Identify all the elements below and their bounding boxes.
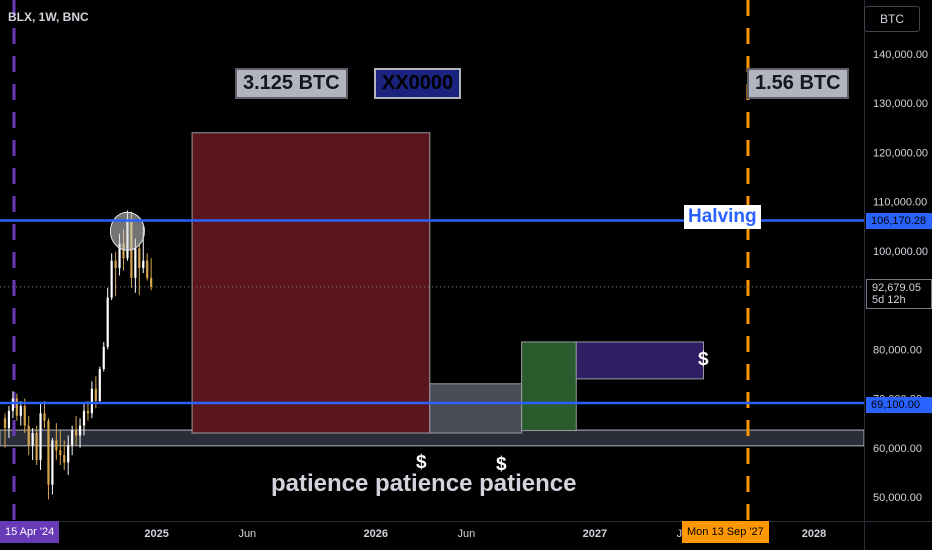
candle-body (19, 405, 22, 416)
x-tick-label: 2027 (583, 528, 607, 540)
zone-red-box (191, 132, 431, 434)
candle-body (122, 243, 125, 259)
candle-body (118, 243, 121, 269)
candle-body (7, 410, 11, 429)
candle-body (43, 413, 46, 421)
candle-body (15, 398, 18, 416)
candle-body (35, 433, 38, 461)
y-tick-label: 130,000.00 (873, 98, 928, 110)
candle-body (134, 248, 137, 278)
zone-purple-box (575, 341, 705, 380)
patience-text: patience patience patience (271, 470, 577, 497)
candle-body (102, 346, 105, 370)
currency-button[interactable]: BTC (864, 6, 920, 32)
y-axis: 50,000.0060,000.0070,000.0080,000.0090,0… (864, 0, 928, 550)
x-axis: 2025Jun2026Jun2027Jun2028 (0, 521, 932, 540)
candle-body (86, 410, 90, 414)
candle-body (106, 297, 109, 347)
reward-next-label: 1.56 BTC (747, 68, 849, 99)
candle-body (3, 418, 7, 429)
dollar-marker: $ (496, 454, 507, 475)
candle-body (71, 430, 74, 446)
y-tick-label: 60,000.00 (873, 443, 922, 455)
candle-body (63, 455, 66, 463)
candle-body (47, 420, 50, 485)
start-date-tag: 15 Apr '24 (0, 521, 60, 543)
x-tick-label: Jun (238, 528, 256, 540)
y-tick-label: 120,000.00 (873, 147, 928, 159)
candle-body (110, 260, 113, 298)
candle-body (31, 433, 34, 446)
code-label: XX0000 (374, 68, 462, 99)
candle-body (146, 260, 149, 278)
candle-body (138, 248, 141, 269)
candle-body (90, 388, 93, 414)
candle-body (51, 440, 54, 485)
x-tick-label: Jun (458, 528, 476, 540)
candle-body (27, 425, 30, 446)
candle-body (98, 369, 101, 402)
y-tick-label: 140,000.00 (873, 49, 928, 61)
zone-gray-box (429, 383, 523, 434)
last-price-tag: 92,679.05 5d 12h (866, 279, 932, 309)
candle-body (59, 450, 62, 456)
candle-body (23, 405, 26, 426)
halving-date-tag: Mon 13 Sep '27 (682, 521, 769, 543)
candle-body (82, 410, 86, 426)
candle-body (11, 398, 14, 411)
x-tick-label: 2026 (364, 528, 388, 540)
zone-green-box (521, 341, 577, 432)
y-tick-label: 50,000.00 (873, 492, 922, 504)
zones-layer (191, 132, 705, 434)
candle-body (114, 260, 117, 269)
dollar-marker: $ (416, 452, 427, 473)
peak-highlight-circle (109, 211, 145, 251)
candles-layer (3, 210, 153, 500)
halving-label: Halving (684, 205, 761, 229)
last-price-value: 92,679.05 (872, 282, 921, 294)
x-tick-label: 2028 (802, 528, 826, 540)
resistance-price-tag: 106,170.28 (866, 213, 932, 229)
candle-body (67, 445, 70, 463)
y-tick-label: 80,000.00 (873, 344, 922, 356)
candle-body (94, 388, 97, 402)
candle-body (142, 260, 145, 269)
candle-body (78, 425, 82, 436)
x-tick-label: 2025 (144, 528, 168, 540)
candle-body (75, 430, 78, 436)
y-tick-label: 110,000.00 (873, 197, 927, 209)
countdown-value: 5d 12h (872, 294, 906, 306)
reward-now-label: 3.125 BTC (235, 68, 348, 99)
candle-body (55, 440, 58, 451)
ticker-label: BLX, 1W, BNC (8, 10, 89, 24)
candle-body (150, 277, 153, 287)
dollar-marker: $ (698, 349, 709, 370)
support-price-tag: 69,100.00 (866, 397, 932, 413)
y-tick-label: 100,000.00 (873, 246, 928, 258)
candle-body (39, 413, 42, 461)
